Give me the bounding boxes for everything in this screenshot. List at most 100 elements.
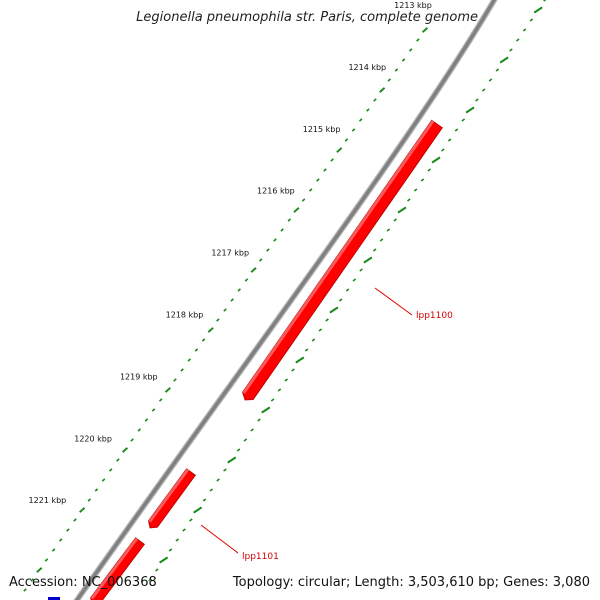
inner-gc-mark — [287, 218, 292, 222]
outer-gc-mark — [329, 306, 339, 314]
outer-gc-mark — [257, 418, 261, 422]
inner-gc-mark — [130, 438, 134, 442]
outer-gc-mark — [454, 128, 459, 132]
inner-gc-mark — [87, 498, 92, 502]
inner-gc-mark — [30, 578, 34, 582]
map-title: Legionella pneumophila str. Paris, compl… — [136, 10, 478, 25]
outer-gc-mark — [372, 248, 377, 252]
inner-gc-mark — [351, 128, 356, 132]
inner-gc-mark — [258, 258, 263, 262]
outer-gc-mark — [295, 356, 305, 364]
inner-gc-mark — [408, 48, 413, 52]
inner-gc-mark — [180, 368, 184, 372]
outer-gc-mark — [352, 278, 357, 282]
inner-gc-mark — [316, 178, 320, 182]
inner-gc-mark — [44, 558, 49, 562]
inner-gc-mark — [394, 68, 399, 72]
outer-gc-mark — [202, 498, 207, 502]
inner-gc-mark — [344, 138, 349, 142]
gene-label-lpp1100[interactable]: lpp1100 — [416, 311, 453, 321]
inner-gc-mark — [151, 408, 156, 412]
genome-backbone — [74, 0, 497, 600]
inner-gc-mark — [158, 398, 163, 402]
outer-gc-dot-track — [148, 0, 547, 582]
tick-label: 1218 kbp — [166, 311, 204, 320]
outer-gc-mark — [277, 388, 282, 392]
outer-gc-mark — [407, 198, 411, 202]
outer-gc-mark — [543, 0, 547, 2]
inner-gc-mark — [293, 207, 300, 213]
gene-lpp1100-arrow[interactable] — [242, 119, 443, 401]
inner-gc-mark — [73, 518, 77, 522]
gene-labels: lpp1100 lpp1101 — [200, 287, 453, 562]
inner-gc-mark — [116, 458, 120, 462]
outer-gc-mark — [189, 518, 193, 522]
inner-gc-mark — [144, 418, 149, 422]
outer-gc-mark — [481, 88, 486, 92]
outer-gc-mark — [488, 78, 493, 82]
inner-gc-mark — [173, 378, 177, 382]
outer-gc-mark — [475, 98, 479, 102]
blue-feature-mark — [48, 597, 60, 600]
outer-gc-mark — [427, 168, 432, 172]
inner-gc-mark — [194, 348, 199, 352]
outer-gc-mark — [193, 506, 203, 514]
gene-track — [48, 119, 443, 600]
tick-label: 1217 kbp — [211, 249, 249, 258]
outer-gc-mark — [431, 156, 441, 164]
inner-gc-mark — [273, 238, 277, 242]
position-tick-labels: 1213 kbp 1214 kbp 1215 kbp 1216 kbp 1217 kbp… — [29, 1, 432, 505]
outer-gc-mark — [155, 568, 159, 572]
outer-gc-mark — [243, 438, 248, 442]
outer-gc-mark — [359, 268, 363, 272]
inner-gc-mark — [266, 248, 270, 252]
outer-gc-mark — [515, 38, 520, 42]
outer-gc-mark — [420, 178, 425, 182]
outer-gc-mark — [168, 548, 173, 552]
outer-gc-mark — [311, 338, 316, 342]
outer-gc-mark — [261, 406, 271, 414]
outer-gc-mark — [345, 288, 350, 292]
outer-gc-mark — [209, 488, 214, 492]
inner-gc-mark — [308, 188, 313, 192]
outer-gc-mark — [325, 318, 329, 322]
outer-gc-mark — [441, 148, 445, 152]
inner-gc-mark — [66, 528, 70, 532]
inner-gc-mark — [121, 447, 129, 453]
inner-gc-mark — [207, 327, 214, 333]
tick-label: 1219 kbp — [120, 372, 158, 381]
inner-gc-mark — [223, 308, 227, 312]
gene-lpp1101-arrow[interactable] — [148, 468, 196, 529]
gene-leader-line — [200, 524, 239, 554]
inner-gc-mark — [230, 298, 234, 302]
outer-gc-mark — [148, 578, 152, 582]
inner-gc-mark — [216, 318, 220, 322]
outer-gc-mark — [338, 298, 343, 302]
outer-gc-mark — [216, 478, 220, 482]
gene-leader-line — [374, 287, 413, 316]
inner-gc-mark — [36, 567, 43, 573]
tick-label: 1213 kbp — [394, 1, 432, 10]
outer-gc-mark — [509, 48, 513, 52]
outer-gc-mark — [227, 456, 237, 464]
outer-gc-mark — [393, 218, 397, 222]
outer-gc-mark — [413, 188, 418, 192]
outer-gc-mark — [236, 448, 241, 452]
genome-summary-text: Topology: circular; Length: 3,503,610 bp… — [232, 575, 590, 590]
inner-gc-mark — [23, 588, 27, 592]
outer-gc-mark — [363, 256, 373, 264]
inner-gc-mark — [201, 338, 206, 342]
inner-gc-mark — [250, 267, 257, 273]
inner-gc-mark — [280, 228, 284, 232]
inner-gc-mark — [58, 538, 63, 542]
gene-partial-arrow[interactable] — [90, 537, 145, 600]
outer-gc-mark — [223, 468, 227, 472]
outer-gc-mark — [397, 206, 407, 214]
outer-gc-mark — [284, 378, 288, 382]
inner-gc-mark — [323, 168, 327, 172]
outer-gc-mark — [533, 6, 543, 14]
gene-label-lpp1101[interactable]: lpp1101 — [242, 552, 279, 562]
inner-gc-mark — [330, 158, 334, 162]
